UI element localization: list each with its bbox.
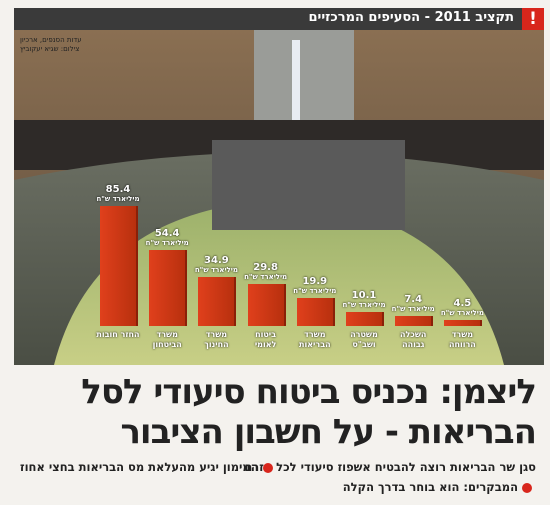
value-label: 29.8 — [253, 262, 278, 274]
category-label: ביטוח לאומי — [254, 330, 277, 349]
value-label: 54.4 — [154, 227, 180, 239]
value-label: 4.5 — [453, 297, 472, 309]
bullet — [522, 482, 532, 493]
bar — [444, 319, 481, 326]
category-label: משרד הביטחון — [152, 330, 182, 349]
unit-label: מיליארד ש"ח — [145, 238, 189, 247]
category-label: משטרה ושב"ס — [350, 330, 378, 349]
subhead-text: סגן שר הבריאות רוצה להבטיח אשפוז סיעודי … — [244, 460, 536, 474]
category-label: החזר חובות — [96, 330, 140, 339]
category-label: משרד הבריאות — [299, 330, 331, 349]
subhead: המימון יגיע מהעלאת מס הבריאות בחצי אחוז — [20, 460, 277, 474]
unit-label: מיליארד ש"ח — [391, 304, 435, 313]
bar — [198, 277, 235, 326]
subhead-text: המבקרים: הוא בוחר בדרך הקלה — [342, 480, 518, 494]
subhead-text: המימון יגיע מהעלאת מס הבריאות בחצי אחוז — [20, 460, 259, 474]
value-label: 34.9 — [204, 255, 229, 267]
category-label: משרד הרווחה — [448, 330, 476, 349]
subhead: סגן שר הבריאות רוצה להבטיח אשפוז סיעודי … — [244, 460, 536, 474]
category-label: השכלה גבוהה — [399, 330, 427, 349]
unit-label: מיליארד ש"ח — [440, 308, 484, 317]
value-label: 10.1 — [351, 289, 377, 301]
photo-credit: צילום: שגיא יעקוביץ — [20, 45, 80, 53]
value-label: 85.4 — [105, 184, 131, 196]
value-label: 7.4 — [404, 293, 423, 305]
bar — [395, 315, 432, 326]
headline: הבריאות - על חשבון הציבור — [120, 412, 537, 452]
bar — [296, 298, 333, 326]
banner: ! תקציב 2011 - הסעיפים המרכזיים — [14, 8, 544, 30]
unit-label: מיליארד ש"ח — [293, 287, 337, 296]
photo — [14, 30, 544, 365]
alert-icon: ! — [522, 8, 544, 30]
bar — [247, 284, 284, 326]
headline: ליצמן: נכניס ביטוח סיעודי לסל — [81, 372, 537, 412]
subhead: המבקרים: הוא בוחר בדרך הקלה — [343, 480, 536, 494]
value-label: 19.9 — [302, 276, 328, 288]
banner-title: תקציב 2011 - הסעיפים המרכזיים — [308, 10, 514, 25]
unit-label: מיליארד ש"ח — [244, 273, 288, 282]
bullet — [262, 462, 273, 473]
unit-label: מיליארד ש"ח — [342, 300, 386, 309]
unit-label: מיליארד ש"ח — [96, 195, 140, 204]
bar — [149, 249, 186, 326]
photo-credit: עדות הסנפים, ארכיון — [20, 36, 82, 44]
bar — [346, 311, 382, 326]
category-label: משרד החינוך — [204, 330, 229, 349]
unit-label: מיליארד ש"ח — [194, 266, 238, 275]
bar — [100, 206, 136, 326]
